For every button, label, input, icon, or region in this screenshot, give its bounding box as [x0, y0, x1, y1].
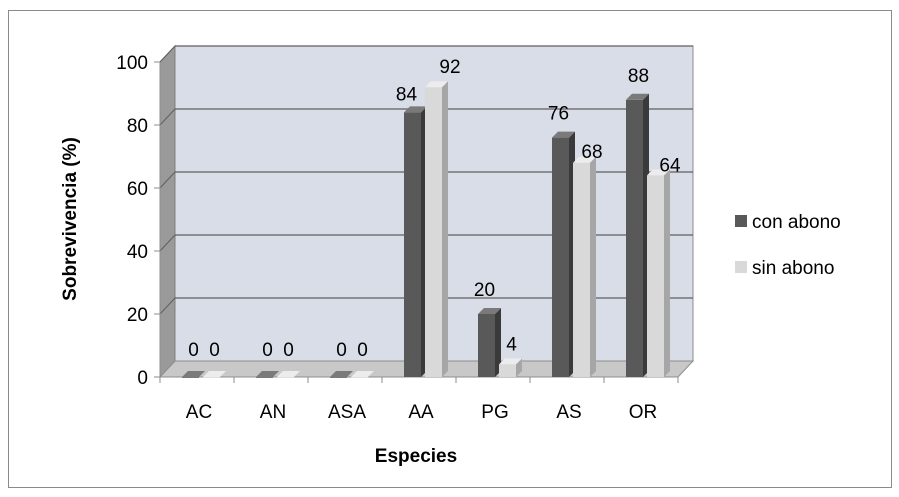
x-tick-label: AN [260, 402, 286, 423]
data-label: 76 [548, 104, 569, 125]
bar-top [626, 93, 649, 100]
data-label: 68 [581, 142, 602, 163]
bar [499, 364, 516, 377]
y-tick-label: 60 [127, 179, 148, 200]
bar-top [277, 371, 300, 377]
bar-top [330, 371, 353, 377]
data-label: 64 [659, 155, 681, 176]
x-tick-label: OR [629, 402, 658, 423]
bar-top [573, 156, 596, 163]
bar [182, 377, 199, 378]
bar-side [495, 308, 501, 377]
bar-side [516, 358, 522, 377]
x-axis-title: Especies [375, 446, 457, 467]
x-tick-label: AA [408, 402, 434, 423]
bar [203, 377, 220, 378]
data-label: 0 [336, 340, 347, 361]
data-label: 0 [283, 340, 294, 361]
legend-label-sin-abono: sin abono [752, 258, 834, 279]
data-label: 4 [506, 334, 517, 355]
bar [573, 162, 590, 377]
bar [404, 112, 421, 378]
bar [425, 87, 442, 377]
legend-swatch-sin-abono [735, 261, 747, 273]
bar-side [664, 169, 670, 377]
gridline-side [159, 108, 176, 126]
y-tick-label: 100 [116, 53, 148, 74]
legend-swatch-con-abono [735, 215, 747, 227]
x-tick-labels: AC AN ASA AA PG AS OR [186, 402, 657, 423]
bar-top [552, 131, 575, 138]
data-label: 92 [439, 57, 460, 78]
bar [552, 137, 569, 377]
data-label: 0 [188, 340, 199, 361]
data-label: 0 [209, 340, 220, 361]
y-tick-label: 80 [127, 116, 148, 137]
x-tick-label: ASA [328, 402, 366, 423]
gridline-side [159, 234, 176, 252]
bar [330, 377, 347, 378]
bar-top [351, 371, 374, 377]
legend: con abono sin abono [735, 212, 841, 279]
bar [351, 377, 368, 378]
bar-top [499, 358, 522, 365]
data-label: 0 [262, 340, 273, 361]
legend-label-con-abono: con abono [752, 212, 841, 233]
y-axis-title: Sobrevivencia (%) [60, 137, 81, 301]
gridline-side [159, 171, 176, 189]
bars [182, 81, 670, 378]
bar-top [203, 371, 226, 377]
bar [256, 377, 273, 378]
bar-top [647, 169, 670, 176]
bar-side [590, 156, 596, 377]
bar-side [442, 81, 448, 377]
data-label: 88 [628, 66, 649, 87]
bar [277, 377, 294, 378]
data-label: 0 [357, 340, 368, 361]
data-label: 84 [396, 84, 418, 105]
bar-top [182, 371, 205, 377]
gridline-side [159, 45, 176, 63]
bar-top [256, 371, 279, 377]
side-wall [159, 44, 176, 379]
bar [626, 99, 643, 378]
x-tick-label: AS [556, 402, 581, 423]
x-tick-label: AC [186, 402, 212, 423]
bar-top [425, 81, 448, 88]
data-label: 20 [474, 280, 495, 301]
y-tick-label: 0 [137, 368, 148, 389]
gridline-side [159, 297, 176, 315]
y-tick-labels: 0 20 40 60 80 100 [116, 53, 148, 389]
bar-top [478, 308, 501, 314]
bar [647, 175, 664, 377]
bar [478, 314, 495, 377]
bar-top [404, 106, 427, 113]
x-tick-label: PG [481, 402, 508, 423]
y-tick-label: 40 [127, 242, 148, 263]
y-tick-label: 20 [127, 305, 148, 326]
